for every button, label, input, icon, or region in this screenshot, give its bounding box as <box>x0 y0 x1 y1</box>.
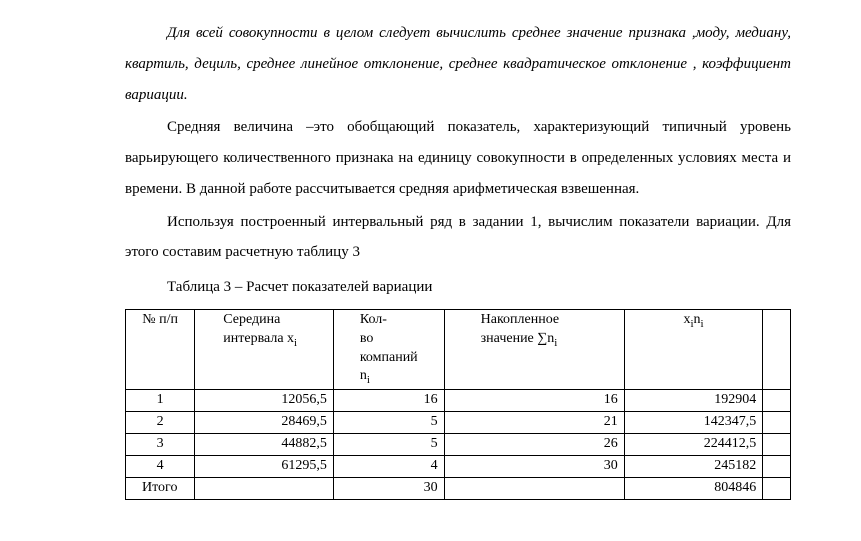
hdr-cnt: Кол- во компаний ni <box>333 309 444 389</box>
hdr-mid: Середина интервала xi <box>195 309 334 389</box>
hdr-num: № п/п <box>126 309 195 389</box>
table-header-row: № п/п Середина интервала xi Кол- во комп… <box>126 309 791 389</box>
para-italic: Для всей совокупности в целом следует вы… <box>125 18 791 110</box>
hdr-acc: Накопленное значение ∑ni <box>444 309 624 389</box>
table-row: 4 61295,5 4 30 245182 <box>126 455 791 477</box>
hdr-xini: xini <box>624 309 763 389</box>
table-row: 3 44882,5 5 26 224412,5 <box>126 433 791 455</box>
para-2: Средняя величина –это обобщающий показат… <box>125 112 791 204</box>
table-caption: Таблица 3 – Расчет показателей вариации <box>125 272 791 303</box>
table-row: 2 28469,5 5 21 142347,5 <box>126 411 791 433</box>
hdr-last <box>763 309 791 389</box>
para-3: Используя построенный интервальный ряд в… <box>125 207 791 269</box>
table-total-row: Итого 30 804846 <box>126 477 791 499</box>
table-row: 1 12056,5 16 16 192904 <box>126 390 791 412</box>
variation-table: № п/п Середина интервала xi Кол- во комп… <box>125 309 791 500</box>
